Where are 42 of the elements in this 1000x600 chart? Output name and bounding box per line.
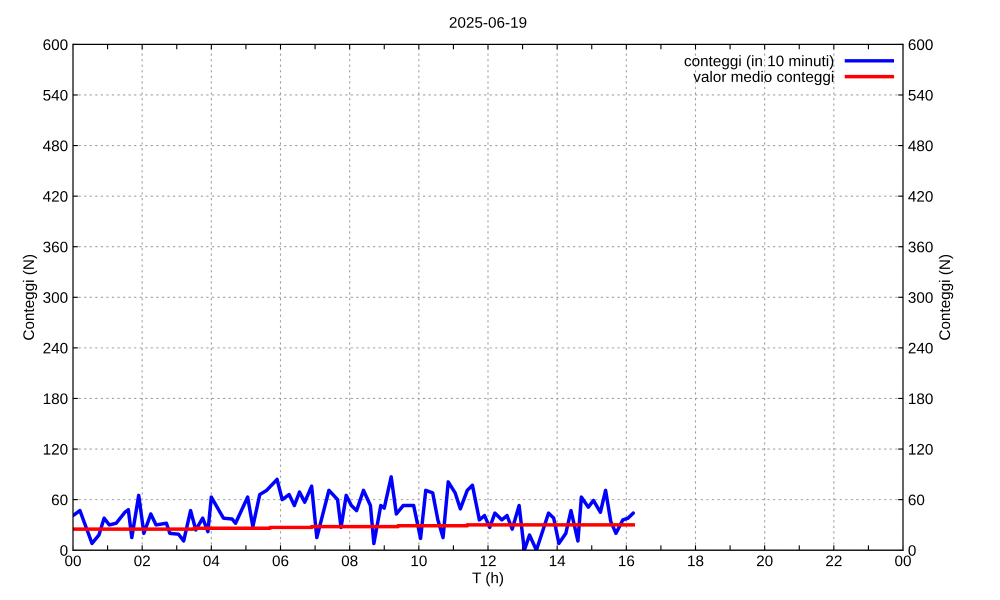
- y-tick-label: 420: [43, 191, 68, 202]
- y2-tick-label: 180: [909, 393, 933, 404]
- x-tick-label: 06: [272, 555, 288, 566]
- x-tick-label: 20: [756, 555, 773, 566]
- x-tick-label: 18: [688, 555, 704, 566]
- y-tick-label: 360: [43, 242, 68, 252]
- y2-tick-label: 240: [908, 342, 933, 354]
- y-tick-label: 240: [43, 342, 68, 354]
- line-series: [73, 475, 635, 550]
- x-tick-label: 12: [480, 555, 496, 566]
- x-tick-label: 02: [134, 555, 150, 566]
- y2-tick-label: 480: [908, 140, 933, 152]
- x-tick-label: 00: [65, 555, 81, 566]
- x-tick-label: 16: [619, 555, 634, 566]
- y2-tick-label: 0: [908, 545, 916, 556]
- x-tick-label: 22: [826, 555, 842, 566]
- y-tick-label: 540: [43, 90, 68, 101]
- y2-tick-label: 120: [909, 444, 933, 455]
- y-tick-label: 60: [52, 494, 68, 506]
- y-axis-title: Conteggi (N): [22, 254, 38, 340]
- x-tick-label: 00: [895, 555, 911, 566]
- y2-axis-title: Conteggi (N): [938, 254, 954, 340]
- y2-tick-label: 300: [908, 292, 933, 303]
- y-tick-label: 300: [43, 292, 68, 303]
- x-tick-label: 04: [203, 555, 220, 566]
- y-tick-label: 480: [43, 140, 68, 152]
- y2-tick-label: 600: [908, 39, 933, 50]
- legend-label: valor medio conteggi: [693, 70, 834, 86]
- x-tick-label: 14: [550, 556, 566, 566]
- y-tick-label: 180: [44, 393, 68, 404]
- legend-label: conteggi (in 10 minuti): [684, 55, 834, 70]
- y2-tick-label: 60: [908, 494, 924, 506]
- y-tick-label: 600: [43, 39, 68, 50]
- y2-tick-label: 360: [908, 242, 933, 252]
- x-tick-label: 10: [412, 555, 427, 566]
- x-axis-title: T (h): [472, 572, 504, 586]
- y2-tick-label: 540: [908, 90, 933, 101]
- x-tick-label: 08: [342, 555, 358, 566]
- chart-title: 2025-06-19: [450, 17, 526, 28]
- y-tick-label: 120: [44, 444, 68, 455]
- y-tick-label: 0: [60, 545, 68, 556]
- y2-tick-label: 420: [908, 191, 933, 202]
